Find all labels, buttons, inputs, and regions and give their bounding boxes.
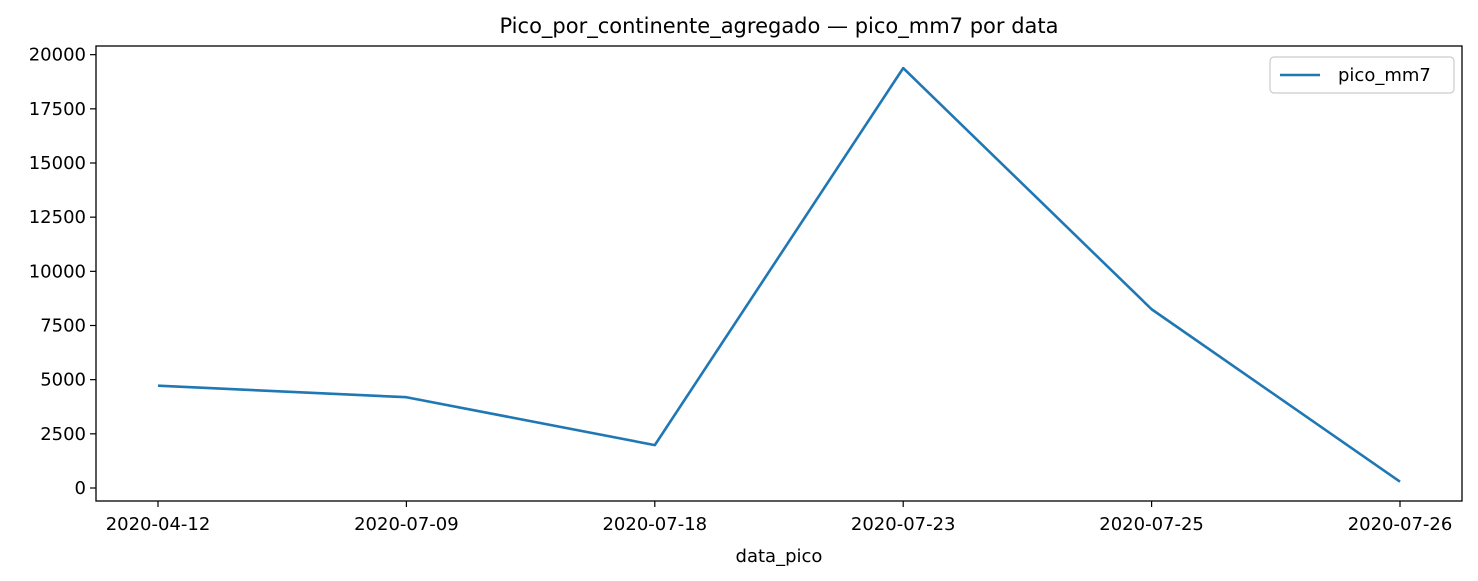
y-axis: 0 2500 5000 7500 10000 12500 15000 17500 20000	[29, 45, 96, 499]
legend: pico_mm7	[1269, 56, 1455, 94]
x-tick-label: 2020-07-09	[354, 514, 459, 535]
y-tick-label: 2500	[40, 424, 86, 445]
y-tick-label: 5000	[40, 370, 86, 391]
plot-frame	[95, 45, 1463, 502]
x-tick-label: 2020-07-18	[602, 514, 707, 535]
x-tick-label: 2020-07-25	[1099, 514, 1204, 535]
y-tick-label: 10000	[29, 261, 86, 282]
y-tick-label: 17500	[29, 99, 86, 120]
y-tick-label: 0	[75, 478, 86, 499]
y-tick-label: 7500	[40, 316, 86, 337]
y-tick-label: 15000	[29, 153, 86, 174]
series-layer	[157, 66, 1401, 483]
x-tick-label: 2020-07-26	[1348, 514, 1453, 535]
x-axis-label: data_pico	[736, 546, 823, 567]
x-axis: 2020-04-12 2020-07-09 2020-07-18 2020-07-23…	[106, 501, 1453, 535]
x-tick-label: 2020-04-12	[106, 514, 211, 535]
series-line-pico-mm7	[157, 66, 1401, 483]
x-tick-label: 2020-07-23	[851, 514, 956, 535]
legend-box	[1269, 56, 1455, 94]
legend-entry-pico-mm7: pico_mm7	[1338, 65, 1431, 86]
chart-title: Pico_por_continente_agregado — pico_mm7 …	[499, 14, 1058, 39]
y-tick-label: 12500	[29, 207, 86, 228]
y-tick-label: 20000	[29, 45, 86, 66]
